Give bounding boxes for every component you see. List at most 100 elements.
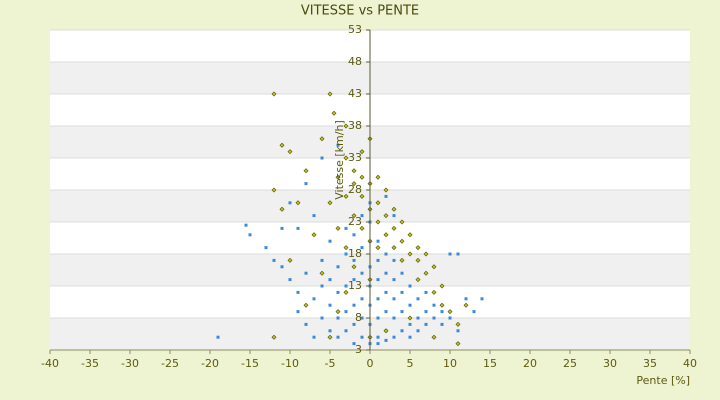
point [375, 174, 381, 180]
point [431, 289, 437, 295]
y-tick-label: 13 [348, 279, 362, 292]
y-tick-label: 43 [348, 87, 362, 100]
point [391, 245, 397, 251]
point [279, 206, 285, 212]
point [295, 200, 301, 206]
x-tick-label: -30 [121, 357, 139, 370]
point [352, 303, 356, 307]
point [439, 283, 445, 289]
point [415, 277, 421, 283]
point [376, 297, 380, 301]
point [304, 322, 308, 326]
point [360, 214, 364, 218]
point [375, 219, 381, 225]
point [407, 232, 413, 238]
point [352, 322, 356, 326]
point [280, 265, 284, 269]
point [352, 278, 356, 282]
point [407, 315, 413, 321]
x-tick-label: 10 [443, 357, 457, 370]
point [328, 303, 332, 307]
point [463, 302, 469, 308]
x-tick-label: -15 [241, 357, 259, 370]
point [448, 316, 452, 320]
point [384, 271, 388, 275]
point [296, 290, 300, 294]
point [400, 290, 404, 294]
point [336, 265, 340, 269]
x-tick-label: -40 [41, 357, 59, 370]
point [311, 232, 317, 238]
point [216, 335, 220, 339]
y-tick-label: 18 [348, 247, 362, 260]
point [376, 278, 380, 282]
point [424, 310, 428, 314]
point [271, 334, 277, 340]
point [336, 290, 340, 294]
point [351, 213, 357, 219]
x-tick-label: 25 [563, 357, 577, 370]
x-tick-label: -10 [281, 357, 299, 370]
point [375, 245, 381, 251]
point [392, 214, 396, 218]
point [400, 271, 404, 275]
point [416, 316, 420, 320]
point [312, 214, 316, 218]
point [439, 302, 445, 308]
point [447, 309, 453, 315]
point [359, 193, 365, 199]
point [303, 302, 309, 308]
point [392, 335, 396, 339]
point [360, 335, 364, 339]
point [384, 194, 388, 198]
point [272, 258, 276, 262]
point [392, 258, 396, 262]
point [351, 264, 357, 270]
point [336, 143, 340, 147]
x-tick-label: 40 [683, 357, 697, 370]
point [384, 310, 388, 314]
point [288, 278, 292, 282]
point [392, 297, 396, 301]
point [431, 334, 437, 340]
y-tick-label: 8 [355, 311, 362, 324]
point [376, 316, 380, 320]
points [216, 91, 484, 347]
point [384, 252, 388, 256]
x-tick-label: -20 [201, 357, 219, 370]
point [303, 168, 309, 174]
point [440, 310, 444, 314]
point [416, 329, 420, 333]
point [343, 289, 349, 295]
point [472, 310, 476, 314]
point [415, 257, 421, 263]
point [343, 193, 349, 199]
point [375, 200, 381, 206]
point [351, 181, 357, 187]
point [319, 270, 325, 276]
point [279, 142, 285, 148]
point [296, 310, 300, 314]
y-tick-label: 23 [348, 215, 362, 228]
point [335, 225, 341, 231]
point [399, 257, 405, 263]
point [456, 329, 460, 333]
point [344, 284, 348, 288]
point [343, 245, 349, 251]
x-axis-title: Pente [%] [636, 374, 690, 387]
y-tick-label: 33 [348, 151, 362, 164]
point [344, 310, 348, 314]
y-tick-label: 38 [348, 119, 362, 132]
y-tick-label: 3 [355, 343, 362, 356]
point [392, 316, 396, 320]
point [456, 252, 460, 256]
point [399, 219, 405, 225]
point [399, 238, 405, 244]
x-tick-label: 20 [523, 357, 537, 370]
point [392, 278, 396, 282]
y-tick-label: 53 [348, 23, 362, 36]
point [327, 334, 333, 340]
point [264, 246, 268, 250]
point [440, 322, 444, 326]
point [455, 341, 461, 347]
